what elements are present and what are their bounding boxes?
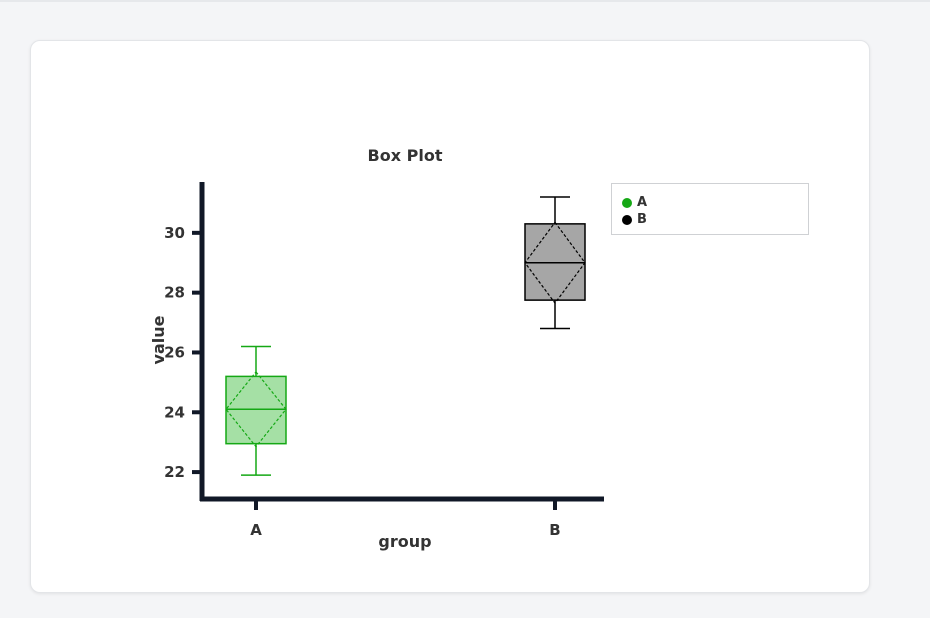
y-tick-label: 24 <box>164 403 185 421</box>
mean-sd-diamond <box>524 221 586 305</box>
legend-item-a: A <box>622 194 808 211</box>
legend-marker <box>622 197 632 208</box>
x-tick-label: B <box>549 521 560 539</box>
mean-sd-diamond <box>225 370 287 448</box>
y-tick-label: 30 <box>164 224 185 242</box>
legend-item-b: B <box>622 211 808 228</box>
legend-label: A <box>637 195 648 210</box>
x-axis-label: group <box>378 532 431 551</box>
y-tick-label: 26 <box>164 343 185 361</box>
y-tick-label: 28 <box>164 284 185 302</box>
top-divider <box>0 0 930 2</box>
box-b <box>524 196 586 330</box>
box-a <box>225 345 287 476</box>
y-axis-ticks: 22 24 26 28 30 <box>164 224 202 481</box>
plot-area <box>225 196 586 476</box>
legend-label: B <box>637 212 647 227</box>
y-tick-label: 22 <box>164 463 185 481</box>
chart-title: Box Plot <box>368 146 443 165</box>
y-axis-label: value <box>149 315 168 364</box>
x-tick-label: A <box>250 521 262 539</box>
legend-marker <box>622 214 632 225</box>
